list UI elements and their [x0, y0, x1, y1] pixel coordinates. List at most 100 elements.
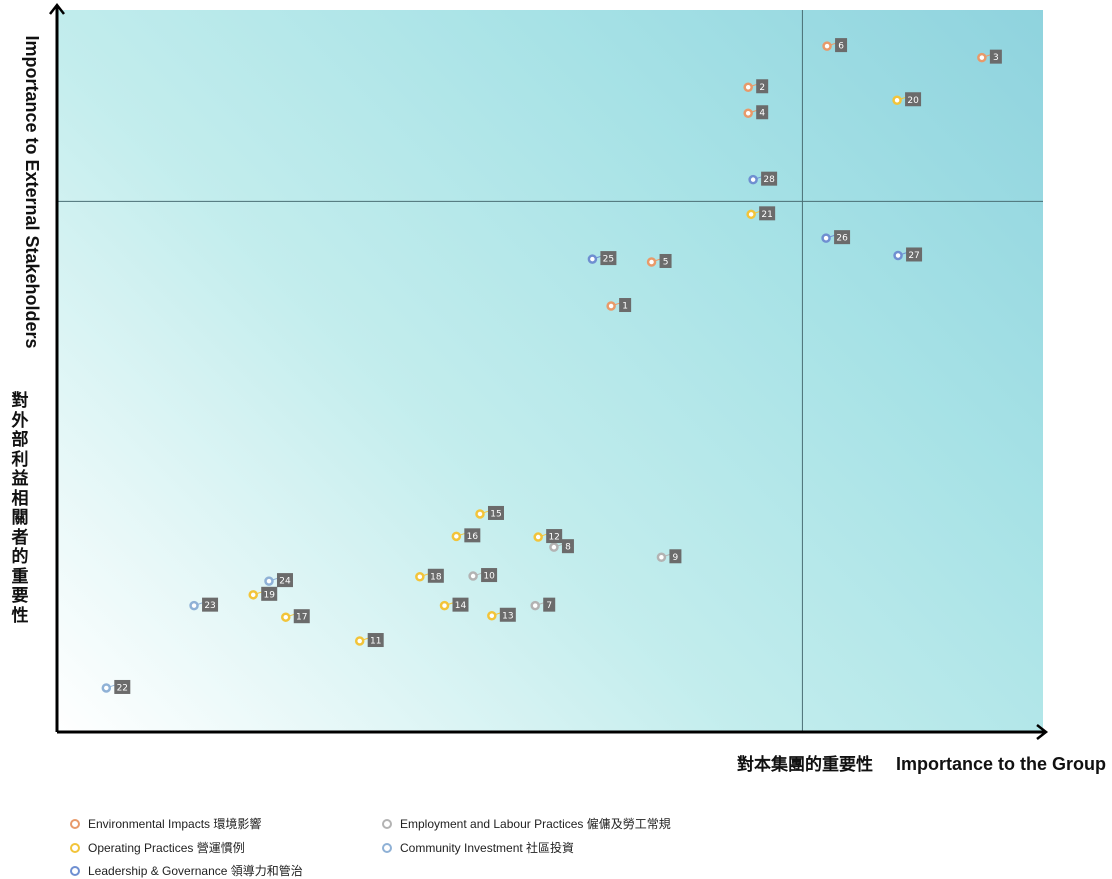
point-label: 13 — [502, 611, 513, 621]
data-point-28: 28 — [748, 171, 778, 186]
point-label: 28 — [763, 175, 775, 185]
point-label-box — [756, 79, 769, 94]
data-point-11: 11 — [354, 633, 384, 648]
data-point-18: 18 — [415, 568, 444, 583]
data-point-19: 19 — [248, 586, 278, 601]
data-point-17: 17 — [281, 609, 310, 624]
x-axis-label: 對本集團的重要性 Importance to the Group — [737, 750, 1106, 775]
data-point-15: 15 — [475, 505, 504, 520]
point-label-box — [261, 586, 278, 601]
point-label: 15 — [490, 509, 501, 519]
data-point-23: 23 — [189, 597, 219, 612]
point-marker — [530, 600, 540, 611]
legend-label: Environmental Impacts 環境影響 — [88, 817, 262, 831]
point-label: 20 — [907, 96, 919, 106]
community-legend-marker — [382, 842, 392, 853]
point-marker — [281, 612, 291, 622]
point-label-box — [452, 597, 469, 612]
point-label: 12 — [548, 533, 559, 543]
x-axis-label-chinese: 對本集團的重要性 — [736, 755, 873, 775]
y-axis-label-chinese: 對外部利益相關者的重要性 — [11, 391, 29, 626]
point-marker — [189, 600, 199, 611]
point-label-box — [367, 633, 384, 648]
point-marker — [101, 683, 112, 693]
data-point-24: 24 — [264, 573, 293, 588]
data-point-5: 5 — [646, 253, 672, 268]
point-marker — [587, 254, 598, 264]
point-label: 19 — [263, 590, 275, 600]
legend-label: Community Investment 社區投資 — [400, 841, 575, 855]
y-axis-label-english: Importance to External Stakeholders — [22, 35, 42, 349]
data-point-27: 27 — [893, 247, 923, 262]
point-marker — [264, 576, 274, 586]
employment-legend-marker — [382, 818, 392, 829]
point-label-box — [114, 679, 131, 694]
point-label: 27 — [908, 251, 919, 261]
point-label-box — [202, 597, 219, 612]
point-marker — [415, 572, 425, 582]
point-label: 11 — [370, 637, 381, 647]
point-label: 1 — [622, 302, 628, 312]
data-point-16: 16 — [451, 528, 481, 543]
point-label: 7 — [546, 601, 552, 611]
environmental-legend-marker — [70, 818, 80, 829]
data-point-25: 25 — [587, 251, 617, 266]
data-point-12: 12 — [533, 529, 563, 544]
point-label: 4 — [759, 109, 765, 119]
y-axis-arrow — [49, 2, 65, 15]
point-label-box — [481, 568, 498, 583]
data-point-7: 7 — [530, 597, 556, 612]
point-label: 21 — [761, 210, 772, 220]
point-label: 3 — [993, 53, 999, 63]
point-label-box — [276, 573, 293, 588]
point-marker — [439, 600, 450, 611]
data-point-26: 26 — [821, 230, 851, 245]
point-label: 8 — [565, 543, 571, 553]
point-label: 25 — [603, 255, 614, 265]
legend-label: Operating Practices 營運慣例 — [88, 841, 245, 855]
point-marker — [743, 82, 753, 93]
point-label-box — [761, 171, 778, 186]
point-marker — [977, 52, 987, 63]
point-label-box — [546, 529, 563, 544]
point-label-box — [619, 298, 632, 313]
data-point-10: 10 — [468, 568, 498, 583]
legend-label: Leadership & Governance 領導力和管治 — [88, 864, 303, 878]
data-point-20: 20 — [892, 92, 922, 107]
data-point-6: 6 — [822, 38, 848, 53]
point-label-box — [600, 251, 617, 266]
x-axis-label-english: Importance to the Group — [895, 754, 1106, 774]
point-label-box — [834, 230, 851, 245]
point-label-box — [561, 539, 574, 554]
point-label-box — [293, 609, 310, 624]
point-label: 2 — [759, 83, 765, 93]
point-marker — [822, 41, 832, 51]
data-point-14: 14 — [439, 597, 469, 612]
point-label: 6 — [838, 42, 844, 52]
point-label-box — [906, 247, 923, 262]
point-label: 23 — [204, 601, 215, 611]
point-label-box — [669, 549, 682, 564]
point-label-box — [543, 597, 556, 612]
point-label: 16 — [467, 532, 479, 542]
point-label-box — [499, 607, 516, 622]
point-label-box — [487, 505, 504, 520]
plot-area-background — [57, 10, 1043, 732]
point-label: 9 — [673, 553, 679, 563]
data-point-4: 4 — [743, 105, 769, 120]
operating-legend-marker — [70, 842, 80, 853]
data-points: 1234567891011121314151617181920212223242… — [101, 38, 1002, 694]
point-label-box — [427, 568, 444, 583]
data-point-2: 2 — [743, 79, 769, 94]
x-axis-arrow — [1036, 724, 1049, 740]
point-label: 14 — [455, 601, 467, 611]
point-label: 17 — [296, 613, 307, 623]
point-marker — [451, 531, 462, 542]
legend-item-employment: Employment and Labour Practices 僱傭及勞工常規 — [382, 815, 671, 832]
point-label: 18 — [430, 572, 442, 582]
data-point-21: 21 — [746, 206, 776, 221]
point-label-box — [759, 206, 776, 221]
point-marker — [646, 257, 657, 267]
point-marker — [354, 636, 365, 646]
